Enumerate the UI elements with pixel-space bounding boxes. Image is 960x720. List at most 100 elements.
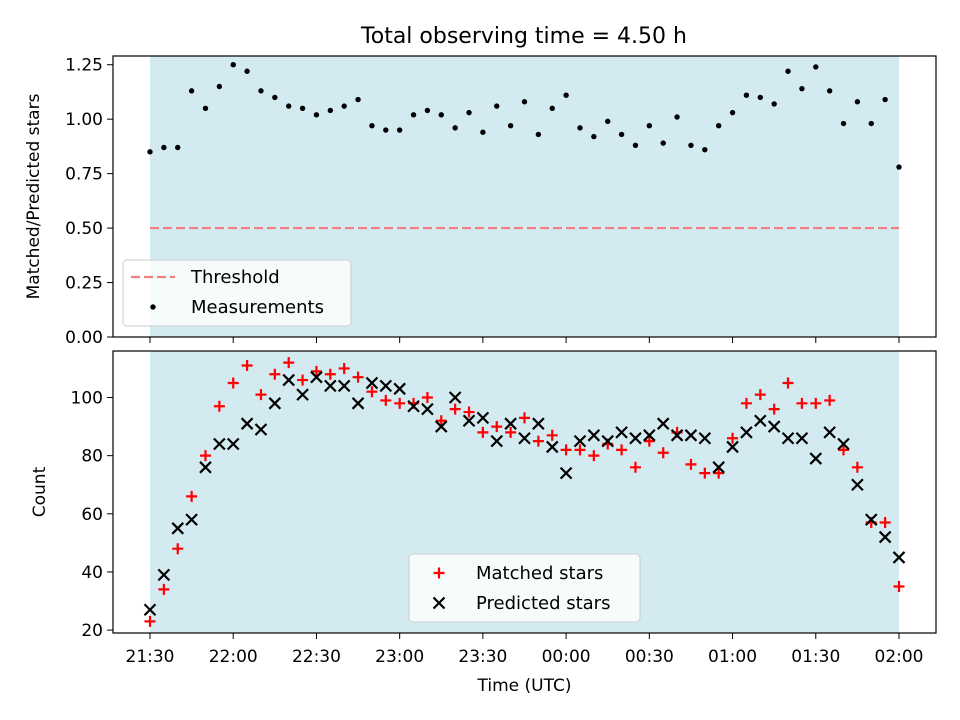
y-tick-label: 100 xyxy=(71,389,103,409)
y-tick-label: 0.50 xyxy=(65,219,103,239)
predicted-star-point xyxy=(476,411,490,425)
measurement-point xyxy=(840,120,847,127)
predicted-star-point xyxy=(296,388,309,401)
legend-matched-label: Matched stars xyxy=(476,563,603,584)
matched-star-point xyxy=(546,429,558,441)
measurement-point xyxy=(605,118,611,125)
y-tick-label: 1.25 xyxy=(65,56,103,76)
matched-star-point xyxy=(796,397,808,409)
measurement-point xyxy=(175,144,181,151)
legend-box xyxy=(122,259,352,327)
predicted-star-point xyxy=(532,417,545,430)
matched-star-point xyxy=(519,412,530,424)
matched-star-point xyxy=(172,543,184,555)
measurement-point xyxy=(244,68,250,74)
measurement-point xyxy=(799,85,805,92)
predicted-star-point xyxy=(823,426,836,439)
measurement-point xyxy=(286,103,292,109)
x-tick-label: 01:30 xyxy=(791,647,840,667)
matched-star-point xyxy=(435,415,447,427)
measurement-point xyxy=(258,88,264,94)
predicted-star-point xyxy=(795,431,809,445)
measurement-point xyxy=(813,64,819,70)
measurement-point xyxy=(438,112,444,118)
predicted-star-point xyxy=(324,379,337,393)
predicted-star-point xyxy=(365,376,379,390)
matched-star-point xyxy=(491,421,503,433)
predicted-star-point xyxy=(448,391,462,404)
measurement-point xyxy=(452,125,458,131)
y-tick-label: 0.00 xyxy=(65,328,103,348)
predicted-star-point xyxy=(254,423,268,436)
matched-star-point xyxy=(851,461,863,473)
matched-star-point xyxy=(449,403,461,415)
predicted-star-point xyxy=(157,568,171,582)
predicted-star-point xyxy=(143,603,157,617)
predicted-star-point xyxy=(601,434,614,448)
measurement-point xyxy=(341,103,347,109)
measurement-point xyxy=(272,94,278,101)
predicted-star-point xyxy=(171,522,185,535)
predicted-star-point xyxy=(559,466,573,480)
matched-star-point xyxy=(144,615,156,627)
x-tick-label: 02:00 xyxy=(875,647,924,667)
matched-star-point xyxy=(879,517,891,529)
x-tick-label: 23:00 xyxy=(375,647,424,667)
matched-star-point xyxy=(255,389,267,401)
measurement-point xyxy=(327,107,334,114)
matched-star-point xyxy=(699,467,711,479)
predicted-star-point xyxy=(226,437,240,451)
y-tick-label: 80 xyxy=(81,447,103,467)
predicted-star-point xyxy=(518,431,531,445)
matched-star-point xyxy=(588,450,600,462)
matched-star-point xyxy=(366,386,378,398)
measurement-point xyxy=(854,99,861,105)
top-panel: 0.00 0.25 0.50 0.75 1.00 1.25 Matched/Predict… xyxy=(24,55,937,348)
predicted-star-point xyxy=(199,461,212,474)
legend-box xyxy=(408,553,641,623)
x-axis-label: Time (UTC) xyxy=(477,676,572,696)
matched-star-point xyxy=(421,392,433,404)
measurement-point xyxy=(383,127,389,133)
bottom-panel: 20 40 60 80 100 21:30 22:00 22:30 23:00 23:30 00:… xyxy=(30,350,937,696)
predicted-star-point xyxy=(185,513,198,526)
measurement-point xyxy=(521,99,528,105)
measurement-point xyxy=(147,149,153,155)
measurement-point xyxy=(743,92,750,98)
y-tick-label: 20 xyxy=(81,621,103,641)
predicted-star-point xyxy=(240,417,254,430)
predicted-star-point xyxy=(878,530,892,544)
y-tick-label: 60 xyxy=(81,505,103,525)
measurement-points xyxy=(147,62,902,170)
y-tick-label: 0.25 xyxy=(65,274,103,294)
measurement-point xyxy=(882,96,888,103)
measurement-point xyxy=(785,68,791,74)
matched-star-point xyxy=(338,362,350,374)
bottom-legend: Matched stars Predicted stars xyxy=(408,553,641,623)
predicted-star-point xyxy=(213,437,226,451)
measurement-point xyxy=(313,112,320,118)
matched-star-point xyxy=(463,406,475,418)
x-axis: 21:30 22:00 22:30 23:00 23:30 00:00 00:30 01:00… xyxy=(126,633,924,667)
predicted-star-point xyxy=(712,461,725,474)
bottom-y-axis: 20 40 60 80 100 xyxy=(71,389,113,641)
predicted-star-point xyxy=(545,440,559,454)
measurement-point xyxy=(466,109,472,116)
matched-star-point xyxy=(727,432,739,444)
matched-star-point xyxy=(297,374,309,386)
measurement-point xyxy=(507,123,514,129)
measurement-point xyxy=(480,129,486,135)
measurement-point xyxy=(771,101,777,107)
measurement-point xyxy=(591,133,597,140)
measurement-point xyxy=(410,112,417,118)
x-tick-label: 21:30 xyxy=(126,647,175,667)
measurement-point xyxy=(396,127,403,133)
legend-measurements-swatch xyxy=(150,304,156,310)
matched-star-point xyxy=(269,368,281,380)
y-tick-label: 40 xyxy=(81,563,103,583)
matched-star-point xyxy=(380,394,392,406)
predicted-star-point xyxy=(435,420,448,433)
predicted-star-point xyxy=(684,429,698,442)
count-points xyxy=(143,357,906,627)
